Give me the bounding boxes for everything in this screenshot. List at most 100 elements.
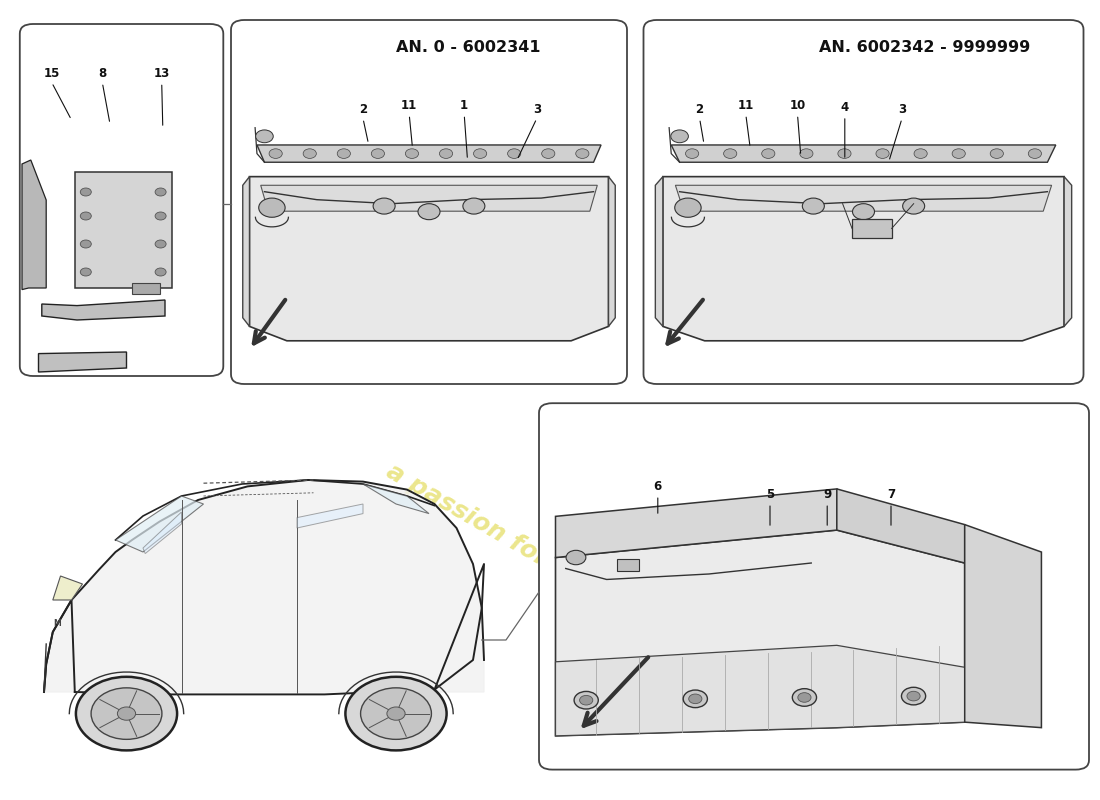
Text: 9: 9 xyxy=(823,488,832,501)
Polygon shape xyxy=(39,352,126,372)
Circle shape xyxy=(80,268,91,276)
Circle shape xyxy=(338,149,351,158)
Circle shape xyxy=(91,688,162,739)
Circle shape xyxy=(155,268,166,276)
Circle shape xyxy=(574,691,598,709)
Circle shape xyxy=(914,149,927,158)
Text: a passion for parts since 1958: a passion for parts since 1958 xyxy=(382,459,762,693)
Circle shape xyxy=(155,212,166,220)
Text: 15: 15 xyxy=(44,67,59,80)
Text: 2: 2 xyxy=(359,103,367,116)
Polygon shape xyxy=(1064,177,1071,326)
Polygon shape xyxy=(250,177,608,341)
Circle shape xyxy=(800,149,813,158)
FancyBboxPatch shape xyxy=(852,219,892,238)
Polygon shape xyxy=(556,489,837,558)
Polygon shape xyxy=(656,177,663,326)
Polygon shape xyxy=(556,530,965,736)
Circle shape xyxy=(990,149,1003,158)
Circle shape xyxy=(76,677,177,750)
FancyBboxPatch shape xyxy=(617,559,639,571)
Circle shape xyxy=(852,204,874,220)
Polygon shape xyxy=(297,504,363,528)
Text: 8: 8 xyxy=(98,67,107,80)
Text: 11: 11 xyxy=(738,99,754,112)
Circle shape xyxy=(1028,149,1042,158)
Polygon shape xyxy=(243,177,250,326)
Polygon shape xyxy=(663,177,1064,341)
Text: 4: 4 xyxy=(840,101,849,114)
Polygon shape xyxy=(608,177,615,326)
Circle shape xyxy=(580,695,593,705)
FancyBboxPatch shape xyxy=(231,20,627,384)
Circle shape xyxy=(270,149,283,158)
FancyBboxPatch shape xyxy=(20,24,223,376)
Circle shape xyxy=(258,198,285,218)
Polygon shape xyxy=(261,186,597,211)
Polygon shape xyxy=(837,489,965,563)
Circle shape xyxy=(901,687,926,705)
Circle shape xyxy=(541,149,554,158)
Polygon shape xyxy=(257,145,601,162)
FancyBboxPatch shape xyxy=(644,20,1084,384)
Text: AN. 0 - 6002341: AN. 0 - 6002341 xyxy=(396,40,541,55)
Circle shape xyxy=(345,677,447,750)
Circle shape xyxy=(802,198,824,214)
Polygon shape xyxy=(53,576,82,600)
Polygon shape xyxy=(42,300,165,320)
Text: 2: 2 xyxy=(695,103,704,116)
Circle shape xyxy=(373,198,395,214)
Text: 7: 7 xyxy=(887,488,895,501)
Circle shape xyxy=(406,149,419,158)
Circle shape xyxy=(155,240,166,248)
Circle shape xyxy=(792,689,816,706)
Circle shape xyxy=(903,198,925,214)
Circle shape xyxy=(118,707,135,720)
Circle shape xyxy=(674,198,701,218)
Circle shape xyxy=(255,130,273,142)
Polygon shape xyxy=(22,160,46,290)
Circle shape xyxy=(304,149,317,158)
Circle shape xyxy=(798,693,811,702)
Circle shape xyxy=(724,149,737,158)
Text: 3: 3 xyxy=(898,103,906,116)
Circle shape xyxy=(689,694,702,704)
Circle shape xyxy=(838,149,851,158)
Polygon shape xyxy=(675,186,1052,211)
Text: M: M xyxy=(53,619,62,629)
FancyBboxPatch shape xyxy=(539,403,1089,770)
Circle shape xyxy=(418,204,440,220)
Circle shape xyxy=(372,149,385,158)
Text: 10: 10 xyxy=(790,99,805,112)
Circle shape xyxy=(906,691,921,701)
Polygon shape xyxy=(965,525,1042,728)
Circle shape xyxy=(387,707,405,720)
Circle shape xyxy=(80,240,91,248)
Circle shape xyxy=(463,198,485,214)
Circle shape xyxy=(671,130,689,142)
Circle shape xyxy=(685,149,698,158)
Circle shape xyxy=(761,149,774,158)
Polygon shape xyxy=(44,480,484,692)
Circle shape xyxy=(953,149,966,158)
Circle shape xyxy=(80,188,91,196)
Text: 1: 1 xyxy=(460,99,469,112)
Text: 13: 13 xyxy=(154,67,169,80)
Text: 11: 11 xyxy=(402,99,417,112)
Text: 3: 3 xyxy=(532,103,541,116)
Circle shape xyxy=(683,690,707,708)
Text: 6: 6 xyxy=(653,480,662,493)
Circle shape xyxy=(876,149,889,158)
Text: AN. 6002342 - 9999999: AN. 6002342 - 9999999 xyxy=(820,40,1031,55)
Circle shape xyxy=(439,149,452,158)
Polygon shape xyxy=(671,145,1056,162)
Polygon shape xyxy=(116,496,204,552)
FancyBboxPatch shape xyxy=(75,172,172,288)
Circle shape xyxy=(473,149,486,158)
Circle shape xyxy=(575,149,589,158)
FancyBboxPatch shape xyxy=(132,283,160,294)
Circle shape xyxy=(80,212,91,220)
Polygon shape xyxy=(143,512,182,554)
Circle shape xyxy=(155,188,166,196)
Circle shape xyxy=(507,149,520,158)
